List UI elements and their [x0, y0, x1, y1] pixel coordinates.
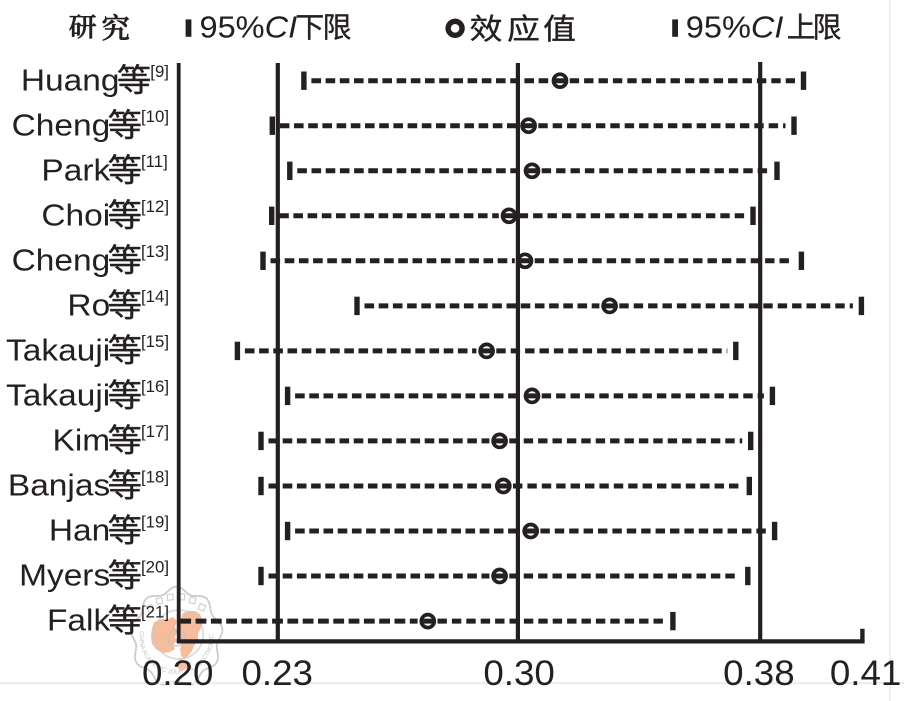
svg-text:0.30: 0.30	[483, 654, 555, 693]
svg-text:Huang: Huang	[21, 63, 120, 97]
svg-text:[12]: [12]	[141, 197, 169, 216]
svg-text:[9]: [9]	[150, 62, 169, 81]
svg-text:[19]: [19]	[141, 512, 169, 531]
svg-text:Choi: Choi	[41, 198, 110, 232]
svg-text:[10]: [10]	[141, 107, 169, 126]
svg-text:Park: Park	[41, 153, 111, 187]
svg-text:[11]: [11]	[141, 152, 168, 171]
svg-text:0.20: 0.20	[142, 654, 214, 693]
svg-text:[18]: [18]	[141, 467, 169, 486]
svg-text:[15]: [15]	[141, 332, 169, 351]
svg-text:[16]: [16]	[141, 377, 169, 396]
svg-text:Banjas: Banjas	[8, 468, 110, 502]
svg-text:Takauji: Takauji	[6, 378, 110, 412]
svg-text:Han: Han	[49, 513, 110, 547]
svg-text:95%CI: 95%CI	[686, 9, 784, 44]
svg-text:Kim: Kim	[53, 423, 111, 457]
svg-text:[13]: [13]	[141, 242, 169, 261]
svg-text:[20]: [20]	[141, 557, 169, 576]
svg-text:[17]: [17]	[141, 422, 169, 441]
svg-text:Cheng: Cheng	[12, 108, 111, 142]
svg-text:[21]: [21]	[141, 602, 169, 621]
svg-text:95%CI: 95%CI	[200, 9, 298, 44]
svg-text:Falk: Falk	[47, 603, 111, 637]
svg-text:Ro: Ro	[67, 288, 110, 322]
svg-text:Myers: Myers	[19, 558, 110, 592]
svg-text:Takauji: Takauji	[6, 333, 110, 367]
svg-text:0.23: 0.23	[241, 654, 313, 693]
svg-text:0.38: 0.38	[723, 654, 795, 693]
svg-text:[14]: [14]	[141, 287, 169, 306]
svg-text:Cheng: Cheng	[12, 243, 111, 277]
svg-text:0.41: 0.41	[830, 654, 902, 693]
